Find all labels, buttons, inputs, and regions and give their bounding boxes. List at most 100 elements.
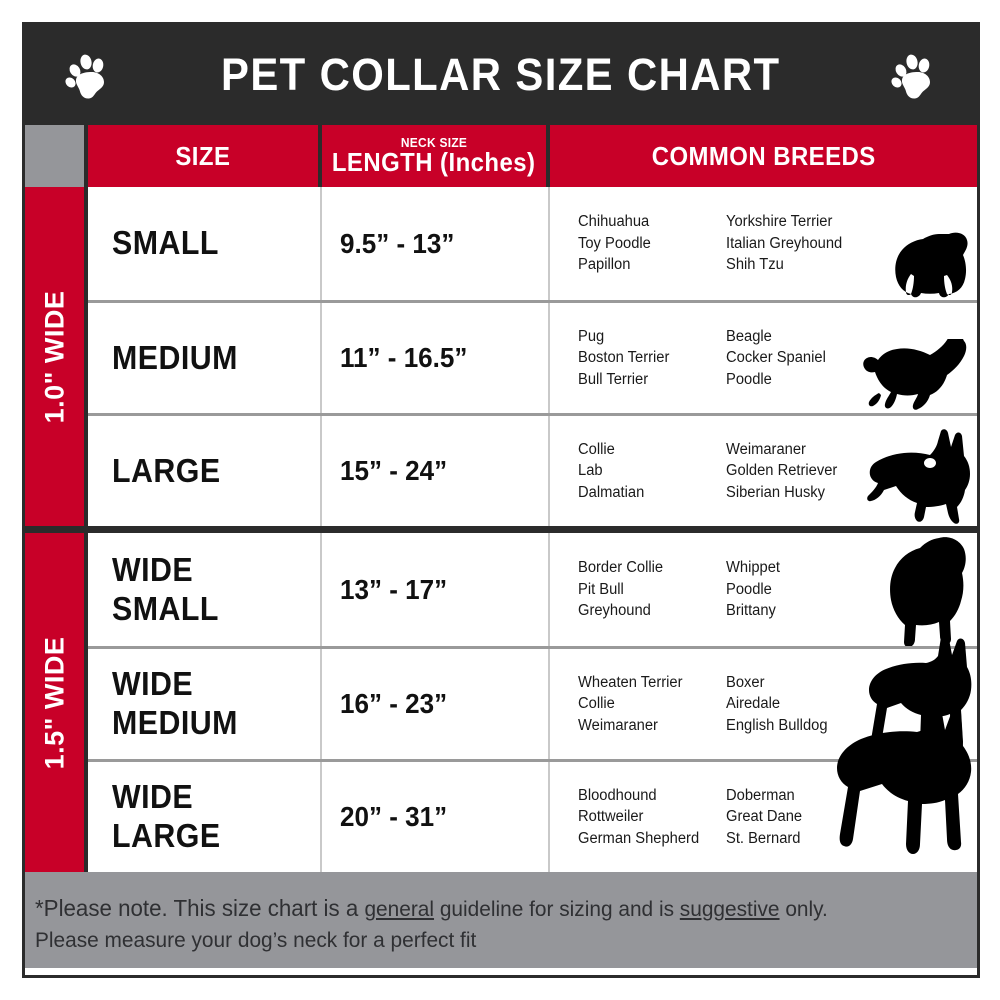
size-group: 1.0" WIDE SMALL 9.5” - 13” Chihuahua Toy Poo… — [25, 187, 977, 526]
header-corner-cell — [25, 125, 88, 187]
breed-list: Yorkshire Terrier Italian Greyhound Shih T… — [726, 211, 869, 275]
size-label: LARGE — [112, 451, 221, 489]
breed-name: Poodle — [726, 370, 772, 388]
footer-line-2: Please measure your dog’s neck for a per… — [35, 927, 477, 952]
length-value: 16” - 23” — [340, 688, 448, 719]
breed-name: Dalmatian — [578, 483, 645, 501]
breed-list: Boxer Airedale English Bulldog — [726, 672, 869, 736]
cell-breeds: Chihuahua Toy Poodle Papillon Yorkshire Ter… — [550, 187, 977, 300]
cell-size: WIDE SMALL — [88, 533, 322, 646]
group-rail-label: 1.0" WIDE — [39, 290, 69, 423]
size-label: MEDIUM — [112, 704, 238, 741]
cell-length: 11” - 16.5” — [322, 303, 550, 413]
beagle-silhouette — [851, 339, 973, 413]
cell-size: LARGE — [88, 416, 322, 526]
page-title: PET COLLAR SIZE CHART — [221, 49, 781, 100]
footer-underline-general: general — [364, 897, 435, 921]
cell-length: 9.5” - 13” — [322, 187, 550, 300]
breed-name: Pit Bull — [578, 580, 624, 598]
table-row: LARGE 15” - 24” Collie Lab Dalmatian Weimaran… — [88, 413, 977, 526]
breed-name: Siberian Husky — [726, 483, 826, 501]
size-label: SMALL — [112, 224, 219, 262]
cell-length: 20” - 31” — [322, 762, 550, 872]
cell-breeds: Wheaten Terrier Collie Weimaraner Boxer Aire… — [550, 634, 977, 759]
breed-list: Chihuahua Toy Poodle Papillon — [578, 211, 719, 275]
breed-name: St. Bernard — [726, 829, 801, 847]
breed-list: Border Collie Pit Bull Greyhound — [578, 557, 719, 621]
footer-end-text: only. — [779, 897, 828, 921]
breed-name: Bull Terrier — [578, 370, 649, 388]
cell-size: WIDE LARGE — [88, 762, 322, 872]
breed-name: English Bulldog — [726, 716, 828, 734]
table-row: WIDE SMALL 13” - 17” Border Collie Pit Bull G… — [88, 533, 977, 646]
size-label: LARGE — [112, 817, 221, 854]
cell-breeds: Collie Lab Dalmatian Weimaraner Golden Retri… — [550, 416, 977, 526]
length-value: 20” - 31” — [340, 801, 448, 832]
group-rail: 1.0" WIDE — [25, 187, 88, 526]
breed-name: Pug — [578, 327, 605, 345]
cell-length: 13” - 17” — [322, 533, 550, 646]
table-row: WIDE LARGE 20” - 31” Bloodhound Rottweiler Ge… — [88, 702, 977, 872]
footer-asterisk-text: *Please note. This size chart is a — [35, 895, 365, 921]
cell-size: WIDE MEDIUM — [88, 649, 322, 759]
column-header-breeds: COMMON BREEDS — [550, 125, 977, 187]
length-value: 15” - 24” — [340, 455, 448, 486]
breed-name: Collie — [578, 440, 615, 458]
pet-collar-size-chart: PET COLLAR SIZE CHART SIZE NECK SIZE LEN… — [22, 22, 980, 978]
cell-length: 15” - 24” — [322, 416, 550, 526]
breed-name: Rottweiler — [578, 808, 644, 826]
title-band: PET COLLAR SIZE CHART — [25, 25, 977, 125]
breed-name: Brittany — [726, 602, 776, 620]
footer-note: *Please note. This size chart is a gener… — [25, 872, 977, 968]
group-rail: 1.5" WIDE — [25, 533, 88, 872]
group-rows: SMALL 9.5” - 13” Chihuahua Toy Poodle Papill… — [88, 187, 977, 526]
paw-print-icon — [889, 50, 939, 100]
column-header-size: SIZE — [88, 125, 322, 187]
cell-size: SMALL — [88, 187, 322, 300]
breed-name: Bloodhound — [578, 786, 657, 804]
cell-length: 16” - 23” — [322, 649, 550, 759]
breed-name: Boxer — [726, 673, 765, 691]
length-value: 13” - 17” — [340, 573, 448, 605]
table-row: WIDE MEDIUM 16” - 23” Wheaten Terrier Collie… — [88, 634, 977, 759]
footer-line-1: *Please note. This size chart is a gener… — [35, 892, 949, 925]
breed-list: Weimaraner Golden Retriever Siberian Husky — [726, 439, 869, 503]
breed-name: Golden Retriever — [726, 462, 838, 480]
breed-name: Poodle — [726, 580, 772, 598]
breed-list: Wheaten Terrier Collie Weimaraner — [578, 672, 719, 736]
size-label: WIDE — [112, 778, 194, 816]
breed-name: Shih Tzu — [726, 256, 784, 274]
table-header-row: SIZE NECK SIZE LENGTH (Inches) COMMON BR… — [25, 125, 977, 187]
breed-list: Beagle Cocker Spaniel Poodle — [726, 326, 869, 390]
breed-name: Lab — [578, 462, 603, 480]
shepherd-silhouette — [855, 428, 973, 526]
cell-breeds: Pug Boston Terrier Bull Terrier Beagle Cocke… — [550, 303, 977, 413]
breed-list: Collie Lab Dalmatian — [578, 439, 719, 503]
table-row: SMALL 9.5” - 13” Chihuahua Toy Poodle Papill… — [88, 187, 977, 300]
breed-name: Boston Terrier — [578, 349, 670, 367]
breed-name: Yorkshire Terrier — [726, 213, 833, 231]
breed-name: Chihuahua — [578, 213, 650, 231]
breed-name: Cocker Spaniel — [726, 349, 826, 367]
table-body: 1.0" WIDE SMALL 9.5” - 13” Chihuahua Toy Poo… — [25, 187, 977, 872]
breed-name: Toy Poodle — [578, 234, 651, 252]
breed-name: Greyhound — [578, 602, 651, 620]
length-value: 9.5” - 13” — [340, 227, 455, 259]
cell-breeds: Bloodhound Rottweiler German Shepherd Dober… — [550, 702, 977, 872]
breed-name: Weimaraner — [578, 716, 658, 734]
size-label: WIDE — [112, 665, 194, 703]
neck-size-caption: NECK SIZE — [400, 134, 468, 150]
small-fluffy-dog-silhouette — [887, 222, 973, 300]
breed-list: Whippet Poodle Brittany — [726, 557, 869, 621]
size-label: WIDE — [112, 550, 194, 588]
breed-name: Collie — [578, 695, 615, 713]
breed-name: German Shepherd — [578, 829, 700, 847]
breed-name: Papillon — [578, 256, 631, 274]
breed-name: Weimaraner — [726, 440, 806, 458]
footer-underline-suggestive: suggestive — [679, 897, 780, 921]
breed-name: Doberman — [726, 786, 795, 804]
breed-name: Airedale — [726, 695, 781, 713]
size-label: SMALL — [112, 589, 219, 627]
cell-size: MEDIUM — [88, 303, 322, 413]
breed-name: Great Dane — [726, 808, 803, 826]
